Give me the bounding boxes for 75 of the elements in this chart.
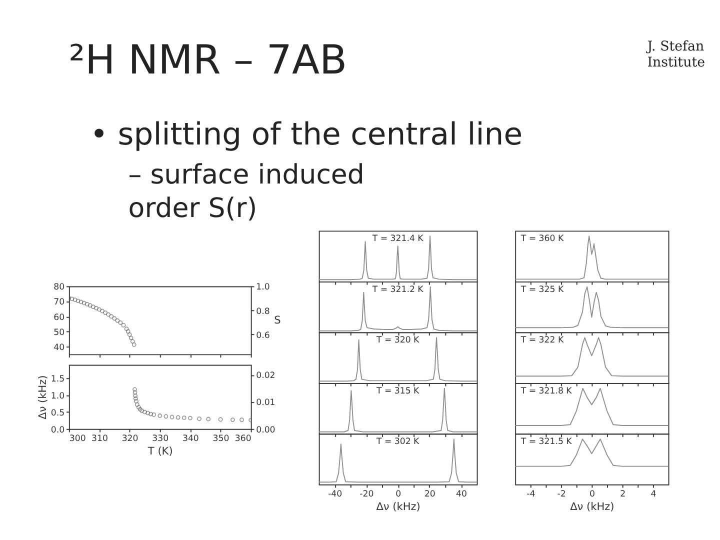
point <box>76 298 80 304</box>
point <box>118 320 123 325</box>
x-tick-label: 360 <box>234 434 252 444</box>
point <box>100 308 104 314</box>
y-tick-label: 1.0 <box>50 391 65 402</box>
y-tick-label: 70 <box>54 298 65 308</box>
y-tick-label: 80 <box>54 282 65 293</box>
x-axis-title: Δν (kHz) <box>570 500 614 513</box>
point <box>103 310 108 315</box>
point <box>124 326 129 332</box>
point <box>127 332 132 337</box>
point <box>72 298 78 302</box>
annotation: T = 315 K <box>375 386 420 396</box>
annotation: T = 360 K <box>520 234 564 244</box>
point <box>88 303 92 308</box>
annotation: T = 325 K <box>520 284 564 295</box>
x-tick-label: 0 <box>589 489 595 500</box>
point <box>112 316 117 321</box>
point <box>70 296 74 302</box>
x-tick-label: 2 <box>620 489 626 500</box>
y-axis-title: Δν (kHz) <box>37 375 50 420</box>
point <box>130 339 135 344</box>
annotation: T = 320 K <box>375 336 420 346</box>
y-tick-label: 0.0 <box>50 425 65 436</box>
annotation: T = 322 K <box>520 336 564 346</box>
annotation: T = 321.5 K <box>520 437 572 448</box>
x-tick-label: 4 <box>650 489 656 500</box>
point <box>106 312 111 317</box>
y-tick-label: 40 <box>54 343 65 354</box>
x-tick-label: 300 <box>69 434 86 444</box>
point <box>91 304 96 309</box>
text: – surface induced order S(r) <box>128 160 364 224</box>
x-tick-label: -40 <box>328 489 342 500</box>
point <box>109 314 114 319</box>
x-tick-label: -2 <box>557 489 566 500</box>
point <box>128 336 134 340</box>
x-tick-label: 20 <box>424 489 436 500</box>
x-tick-label: 40 <box>456 489 467 500</box>
x-tick-label: 330 <box>152 434 169 444</box>
point <box>97 307 102 312</box>
annotation: T = 321.2 K <box>371 284 424 295</box>
x-tick-label: 350 <box>212 434 230 444</box>
x-tick-label: 0 <box>396 489 402 500</box>
y-tick-label: 60 <box>54 312 65 323</box>
x-tick-label: 310 <box>92 434 108 444</box>
point <box>132 342 136 347</box>
point <box>115 318 120 323</box>
annotation: T = 321.8 K <box>520 386 572 396</box>
point <box>82 300 86 306</box>
y-tick-label: 1.5 <box>50 374 65 385</box>
text: J. Stefan Institute <box>645 39 706 71</box>
y2-tick-label: 0.01 <box>256 398 276 408</box>
x-tick-label: 320 <box>122 434 138 444</box>
y2-tick-label: 0.02 <box>256 371 276 382</box>
point <box>78 300 84 304</box>
y-tick-label: 50 <box>54 328 65 338</box>
y-tick-label: 0.5 <box>50 408 65 418</box>
annotation: T = 302 K <box>375 437 420 448</box>
point <box>121 323 126 328</box>
point <box>126 329 130 334</box>
x-axis-title: T (K) <box>146 445 173 458</box>
y2-tick-label: 0.00 <box>256 425 276 436</box>
y2-axis-title: S <box>274 314 282 327</box>
x-tick-label: 340 <box>182 434 199 444</box>
text: • splitting of the central line <box>90 117 523 152</box>
x-axis-title: Δν (kHz) <box>376 500 420 513</box>
x-tick-label: -4 <box>526 489 536 500</box>
annotation: T = 321.4 K <box>371 234 424 244</box>
y2-tick-label: 0.6 <box>256 330 270 341</box>
y2-tick-label: 1.0 <box>256 282 270 293</box>
y2-tick-label: 0.8 <box>256 306 270 317</box>
point <box>94 306 98 310</box>
point <box>84 302 90 306</box>
text: ²H NMR – 7AB <box>68 37 348 84</box>
x-tick-label: -20 <box>360 489 374 500</box>
